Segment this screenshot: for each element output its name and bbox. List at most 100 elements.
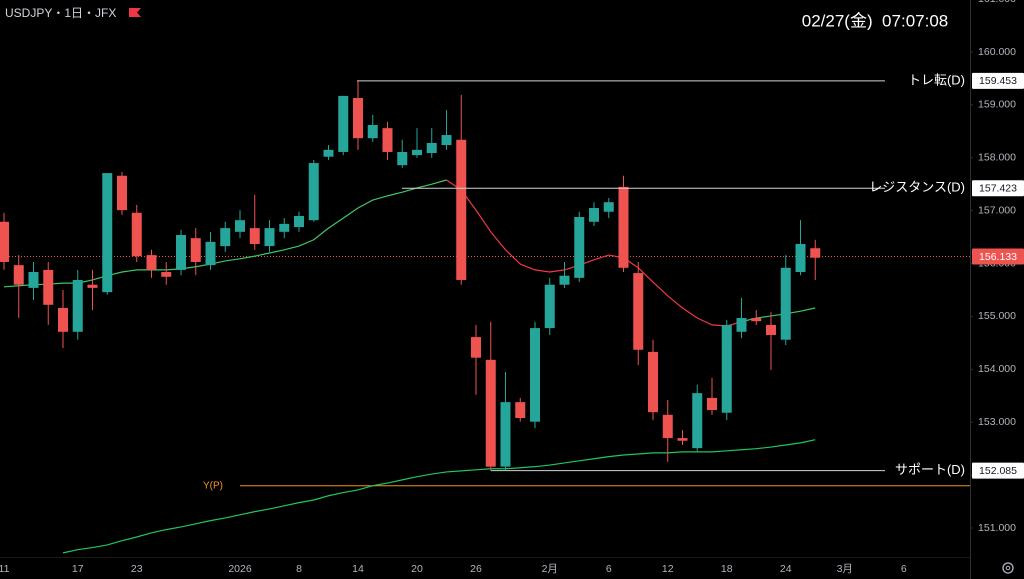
plot-area <box>0 51 973 554</box>
candle-body <box>441 135 452 146</box>
candle-body <box>559 275 570 285</box>
candle-body <box>146 255 157 270</box>
candle-body <box>618 186 629 268</box>
candle-body <box>87 284 98 288</box>
level-value-label: 157.423 <box>979 183 1017 195</box>
candle-body <box>780 267 791 340</box>
candle-body <box>294 215 304 228</box>
x-tick-label: 8 <box>296 563 302 575</box>
candle-body <box>13 265 24 285</box>
x-tick-label: 23 <box>131 563 143 575</box>
candle-body <box>161 272 172 277</box>
level-label: トレ転(D) <box>908 72 965 87</box>
candle-body <box>530 328 540 422</box>
settings-icon[interactable] <box>1002 562 1014 574</box>
candle-body <box>677 438 688 441</box>
candle-body <box>707 397 717 411</box>
candle-body <box>279 223 290 232</box>
candle-body <box>308 163 319 221</box>
candle-body <box>176 234 186 270</box>
y-tick-label: 153.000 <box>978 416 1016 428</box>
candle-body <box>544 284 555 329</box>
last-price-label: 156.133 <box>979 251 1017 263</box>
y-tick-label: 157.000 <box>978 204 1016 216</box>
y-tick-label: 161.000 <box>978 0 1016 5</box>
candle-body <box>43 269 54 305</box>
candle-body <box>633 273 644 350</box>
level-value-label: 159.453 <box>979 75 1017 87</box>
candle-body <box>0 221 9 262</box>
x-tick-label: 18 <box>721 563 733 575</box>
x-tick-label: 24 <box>780 563 792 575</box>
y-tick-label: 151.000 <box>978 522 1016 534</box>
candle-body <box>28 272 39 288</box>
x-tick-label: 11 <box>0 563 10 575</box>
candle-body <box>397 151 408 166</box>
ma-line <box>62 439 816 554</box>
level-label: レジスタンス(D) <box>869 180 965 195</box>
level-label: サポート(D) <box>895 462 965 477</box>
candle-body <box>338 95 349 152</box>
candle-body <box>131 212 142 257</box>
y-tick-label: 155.000 <box>978 310 1016 322</box>
flag-icon <box>129 8 141 17</box>
candle-body <box>102 173 113 293</box>
candle-body <box>810 248 821 258</box>
settings-gear[interactable] <box>1002 562 1014 574</box>
candle-body <box>382 128 393 152</box>
x-tick-label: 6 <box>901 563 907 575</box>
candle-body <box>72 279 83 332</box>
y-tick-label: 154.000 <box>978 363 1016 375</box>
x-tick-label: 17 <box>72 563 84 575</box>
x-tick-label: 12 <box>662 563 674 575</box>
candle-body <box>353 98 363 139</box>
candle-body <box>515 402 526 418</box>
level-value-box <box>972 180 1024 197</box>
y-tick-label: 159.000 <box>978 99 1016 111</box>
candle-body <box>412 149 422 156</box>
candle-body <box>736 318 747 332</box>
level-value-label: 152.085 <box>979 465 1017 477</box>
candle-body <box>692 393 703 449</box>
candle-body <box>751 318 762 322</box>
level-value-box <box>972 462 1024 479</box>
candle-body <box>117 175 127 211</box>
x-tick-label: 26 <box>470 563 482 575</box>
candle-body <box>367 124 378 139</box>
level-value-box <box>972 72 1024 89</box>
candle-body <box>220 228 231 247</box>
x-tick-label: 3月 <box>837 563 853 575</box>
candle-body <box>58 307 68 332</box>
candle-body <box>662 414 673 439</box>
candle-body <box>589 208 599 222</box>
candle-body <box>721 324 732 413</box>
candle-body <box>190 238 201 262</box>
datetime: 02/27(金) 07:07:08 <box>802 11 948 30</box>
ma-line <box>446 179 742 327</box>
candle-body <box>264 228 275 247</box>
symbol-label: USDJPY・1日・JFX <box>5 6 116 20</box>
candle-body <box>574 217 585 278</box>
candle-body <box>249 228 260 244</box>
candle-body <box>205 241 216 266</box>
candle-body <box>426 142 437 154</box>
x-tick-label: 14 <box>352 563 364 575</box>
candle-body <box>485 359 496 467</box>
x-tick-label: 2月 <box>542 563 558 575</box>
candle-body <box>235 220 245 232</box>
x-tick-label: 20 <box>411 563 423 575</box>
candle-body <box>603 202 614 212</box>
candle-body <box>500 402 511 467</box>
y-tick-label: 158.000 <box>978 152 1016 164</box>
candle-body <box>323 149 334 157</box>
settings-gear-center[interactable] <box>1005 565 1011 571</box>
x-tick-label: 6 <box>606 563 612 575</box>
candle-body <box>648 351 658 413</box>
candle-body <box>795 243 806 273</box>
candle-body <box>471 337 481 358</box>
candle-body <box>766 324 776 335</box>
